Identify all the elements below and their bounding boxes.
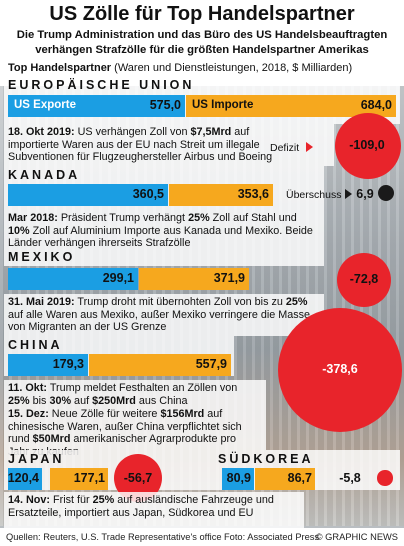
- mx-text: 31. Mai 2019: Trump droht mit übernohten…: [8, 296, 311, 334]
- cn-text-2: 15. Dez: Neue Zölle für weitere $156Mrd …: [8, 408, 242, 458]
- value-imports-eu: 684,0: [360, 98, 392, 112]
- ca-text: Mar 2018: Präsident Trump verhängt 25% Z…: [8, 212, 313, 250]
- bar-exports-kr: 80,9: [222, 468, 254, 490]
- bar-imports-ca: 353,6: [169, 184, 273, 206]
- value-exports-eu: 575,0: [149, 98, 181, 112]
- balance-value-mx: -72,8: [349, 272, 379, 286]
- value-exports-ca: 360,5: [132, 187, 164, 201]
- cn-text-panel: [4, 380, 266, 450]
- balance-circle-mx: [336, 252, 392, 308]
- balance-value-jp: -56,7: [123, 471, 153, 485]
- country-mx: MEXIKO: [8, 250, 76, 264]
- subtitle-line-1: Die Trump Administration und das Büro de…: [16, 29, 388, 41]
- bar-imports-mx: 371,9: [139, 268, 249, 290]
- ca-panel: [4, 166, 324, 266]
- value-exports-jp: 120,4: [7, 471, 39, 485]
- country-jp: JAPAN: [8, 452, 65, 466]
- value-exports-mx: 299,1: [102, 271, 134, 285]
- page-title: US Zölle für Top Handelspartner: [49, 3, 355, 25]
- footer: Quellen: Reuters, U.S. Trade Representat…: [0, 528, 404, 546]
- country-kr: SÜDKOREA: [218, 452, 314, 466]
- bar-exports-eu: US Exporte 575,0: [8, 95, 185, 117]
- balance-value-kr: -5,8: [339, 471, 361, 485]
- balance-value-ca: 6,9: [356, 187, 374, 201]
- header: US Zölle für Top Handelspartner Die Trum…: [0, 0, 404, 86]
- country-ca: KANADA: [8, 168, 81, 182]
- mx-text-panel: [4, 294, 324, 336]
- footer-credit: © GRAPHIC NEWS: [315, 532, 398, 542]
- bar-exports-cn: 179,3: [8, 354, 88, 376]
- legend-exports: US Exporte: [14, 99, 76, 111]
- cn-text-1: 11. Okt: Trump meldet Festhalten an Zöll…: [8, 382, 238, 407]
- balance-value-cn: -378,6: [322, 362, 358, 376]
- balance-value-eu: -109,0: [349, 138, 385, 152]
- country-cn: CHINA: [8, 338, 63, 352]
- bar-exports-ca: 360,5: [8, 184, 168, 206]
- unit-note: Top Handelspartner (Waren und Dienstleis…: [8, 62, 353, 74]
- pointer-triangle-icon: [306, 142, 313, 152]
- bar-imports-jp: 177,1: [50, 468, 108, 490]
- value-imports-ca: 353,6: [237, 187, 269, 201]
- bar-exports-jp: 120,4: [8, 468, 42, 490]
- balance-circle-eu: [334, 112, 402, 180]
- eu-text-panel: [4, 124, 334, 166]
- subtitle-line-2: verhängen Strafzölle für die größten Han…: [35, 44, 369, 56]
- value-exports-cn: 179,3: [52, 357, 84, 371]
- footer-photo: Foto: Associated Press: [224, 532, 320, 542]
- bar-imports-eu: US Importe 684,0: [186, 95, 396, 117]
- value-exports-kr: 80,9: [226, 471, 251, 485]
- end-text: 14. Nov: Frist für 25% auf ausländische …: [8, 494, 274, 519]
- bar-imports-cn: 557,9: [89, 354, 231, 376]
- value-imports-mx: 371,9: [213, 271, 245, 285]
- pointer-triangle-icon: [345, 189, 352, 199]
- value-imports-kr: 86,7: [287, 471, 312, 485]
- balance-circle-ca: [377, 184, 395, 202]
- legend-surplus: Überschuss: [286, 189, 342, 201]
- bar-exports-mx: 299,1: [8, 268, 138, 290]
- legend-imports: US Importe: [192, 99, 254, 111]
- end-text-panel: [4, 492, 304, 528]
- bar-imports-kr: 86,7: [255, 468, 315, 490]
- footer-sources: Quellen: Reuters, U.S. Trade Representat…: [6, 532, 222, 542]
- eu-text: 18. Okt 2019: US verhängen Zoll von $7,5…: [8, 126, 273, 164]
- country-eu: EUROPÄISCHE UNION: [8, 78, 195, 92]
- value-imports-jp: 177,1: [73, 471, 105, 485]
- value-imports-cn: 557,9: [195, 357, 227, 371]
- balance-circle-kr: [377, 470, 393, 486]
- legend-deficit: Defizit: [270, 142, 300, 154]
- balance-circle-cn: [278, 308, 402, 432]
